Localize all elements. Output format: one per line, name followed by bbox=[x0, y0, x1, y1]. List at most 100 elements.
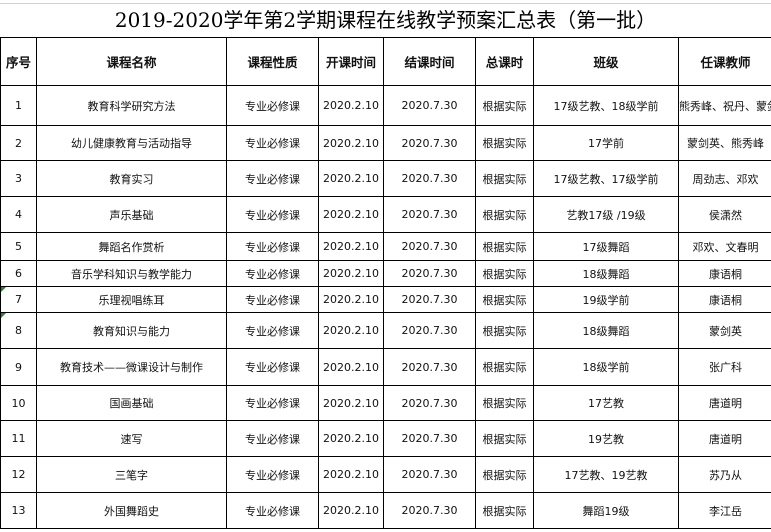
cell-class[interactable]: 艺教17级 /19级 bbox=[533, 196, 679, 233]
cell-teacher[interactable]: 周劲志、邓欢 bbox=[678, 160, 771, 197]
cell-course-name[interactable]: 国画基础 bbox=[36, 385, 227, 421]
cell-class[interactable]: 17级舞蹈 bbox=[533, 232, 679, 261]
cell-course-name[interactable]: 声乐基础 bbox=[36, 196, 227, 233]
header-total-hours[interactable]: 总课时 bbox=[475, 37, 534, 86]
cell-end-date[interactable]: 2020.7.30 bbox=[383, 160, 476, 197]
cell-start-date[interactable]: 2020.2.10 bbox=[318, 456, 384, 493]
cell-course-name[interactable]: 外国舞蹈史 bbox=[36, 492, 227, 529]
cell-course-type[interactable]: 专业必修课 bbox=[226, 160, 319, 197]
header-index[interactable]: 序号 bbox=[0, 37, 37, 86]
cell-class[interactable]: 17级艺教、17级学前 bbox=[533, 160, 679, 197]
cell-teacher[interactable]: 侯潇然 bbox=[678, 196, 771, 233]
cell-start-date[interactable]: 2020.2.10 bbox=[318, 492, 384, 529]
cell-class[interactable]: 17艺教 bbox=[533, 385, 679, 421]
cell-course-name[interactable]: 幼儿健康教育与活动指导 bbox=[36, 125, 227, 161]
cell-course-type[interactable]: 专业必修课 bbox=[226, 420, 319, 457]
cell-total-hours[interactable]: 根据实际 bbox=[475, 196, 534, 233]
cell-teacher[interactable]: 唐道明 bbox=[678, 385, 771, 421]
cell-teacher[interactable]: 邓欢、文春明 bbox=[678, 232, 771, 261]
cell-teacher[interactable]: 张广科 bbox=[678, 348, 771, 386]
cell-class[interactable]: 17艺教、19艺教 bbox=[533, 456, 679, 493]
cell-total-hours[interactable]: 根据实际 bbox=[475, 260, 534, 287]
cell-teacher[interactable]: 唐道明 bbox=[678, 420, 771, 457]
cell-class[interactable]: 18级舞蹈 bbox=[533, 260, 679, 287]
cell-course-name[interactable]: 音乐学科知识与教学能力 bbox=[36, 260, 227, 287]
cell-total-hours[interactable]: 根据实际 bbox=[475, 456, 534, 493]
cell-course-type[interactable]: 专业必修课 bbox=[226, 348, 319, 386]
cell-start-date[interactable]: 2020.2.10 bbox=[318, 160, 384, 197]
cell-total-hours[interactable]: 根据实际 bbox=[475, 312, 534, 349]
cell-class[interactable]: 17学前 bbox=[533, 125, 679, 161]
cell-class[interactable]: 17级艺教、18级学前 bbox=[533, 85, 679, 126]
cell-course-type[interactable]: 专业必修课 bbox=[226, 312, 319, 349]
cell-total-hours[interactable]: 根据实际 bbox=[475, 420, 534, 457]
cell-end-date[interactable]: 2020.7.30 bbox=[383, 385, 476, 421]
cell-total-hours[interactable]: 根据实际 bbox=[475, 286, 534, 313]
cell-start-date[interactable]: 2020.2.10 bbox=[318, 260, 384, 287]
cell-course-name[interactable]: 教育知识与能力 bbox=[36, 312, 227, 349]
cell-teacher[interactable]: 康语桐 bbox=[678, 260, 771, 287]
cell-start-date[interactable]: 2020.2.10 bbox=[318, 125, 384, 161]
cell-index[interactable]: 4 bbox=[0, 196, 37, 233]
cell-total-hours[interactable]: 根据实际 bbox=[475, 385, 534, 421]
cell-end-date[interactable]: 2020.7.30 bbox=[383, 286, 476, 313]
cell-class[interactable]: 18级学前 bbox=[533, 348, 679, 386]
cell-index[interactable]: 13 bbox=[0, 492, 37, 529]
cell-index[interactable]: 10 bbox=[0, 385, 37, 421]
cell-end-date[interactable]: 2020.7.30 bbox=[383, 312, 476, 349]
cell-end-date[interactable]: 2020.7.30 bbox=[383, 232, 476, 261]
cell-total-hours[interactable]: 根据实际 bbox=[475, 232, 534, 261]
cell-teacher[interactable]: 苏乃从 bbox=[678, 456, 771, 493]
cell-class[interactable]: 舞蹈19级 bbox=[533, 492, 679, 529]
cell-total-hours[interactable]: 根据实际 bbox=[475, 125, 534, 161]
cell-total-hours[interactable]: 根据实际 bbox=[475, 85, 534, 126]
cell-course-name[interactable]: 舞蹈名作赏析 bbox=[36, 232, 227, 261]
cell-index[interactable]: 9 bbox=[0, 348, 37, 386]
cell-index[interactable]: 6 bbox=[0, 260, 37, 287]
cell-course-name[interactable]: 速写 bbox=[36, 420, 227, 457]
cell-teacher[interactable]: 熊秀峰、祝丹、蒙剑英 bbox=[678, 85, 771, 126]
cell-start-date[interactable]: 2020.2.10 bbox=[318, 348, 384, 386]
cell-end-date[interactable]: 2020.7.30 bbox=[383, 125, 476, 161]
cell-index[interactable]: 11 bbox=[0, 420, 37, 457]
cell-total-hours[interactable]: 根据实际 bbox=[475, 160, 534, 197]
cell-teacher[interactable]: 蒙剑英 bbox=[678, 312, 771, 349]
cell-course-type[interactable]: 专业必修课 bbox=[226, 385, 319, 421]
cell-end-date[interactable]: 2020.7.30 bbox=[383, 196, 476, 233]
cell-index[interactable]: 12 bbox=[0, 456, 37, 493]
header-teacher[interactable]: 任课教师 bbox=[678, 37, 771, 86]
cell-start-date[interactable]: 2020.2.10 bbox=[318, 232, 384, 261]
cell-course-name[interactable]: 教育实习 bbox=[36, 160, 227, 197]
cell-end-date[interactable]: 2020.7.30 bbox=[383, 492, 476, 529]
cell-course-type[interactable]: 专业必修课 bbox=[226, 232, 319, 261]
cell-course-type[interactable]: 专业必修课 bbox=[226, 286, 319, 313]
cell-course-type[interactable]: 专业必修课 bbox=[226, 125, 319, 161]
cell-class[interactable]: 18级舞蹈 bbox=[533, 312, 679, 349]
cell-teacher[interactable]: 蒙剑英、熊秀峰 bbox=[678, 125, 771, 161]
header-class[interactable]: 班级 bbox=[533, 37, 679, 86]
cell-start-date[interactable]: 2020.2.10 bbox=[318, 196, 384, 233]
cell-index[interactable]: 2 bbox=[0, 125, 37, 161]
cell-start-date[interactable]: 2020.2.10 bbox=[318, 385, 384, 421]
cell-course-type[interactable]: 专业必修课 bbox=[226, 85, 319, 126]
cell-course-name[interactable]: 乐理视唱练耳 bbox=[36, 286, 227, 313]
header-end-date[interactable]: 结课时间 bbox=[383, 37, 476, 86]
cell-course-type[interactable]: 专业必修课 bbox=[226, 456, 319, 493]
header-start-date[interactable]: 开课时间 bbox=[318, 37, 384, 86]
cell-start-date[interactable]: 2020.2.10 bbox=[318, 312, 384, 349]
cell-end-date[interactable]: 2020.7.30 bbox=[383, 348, 476, 386]
cell-course-name[interactable]: 三笔字 bbox=[36, 456, 227, 493]
cell-course-type[interactable]: 专业必修课 bbox=[226, 492, 319, 529]
cell-end-date[interactable]: 2020.7.30 bbox=[383, 456, 476, 493]
cell-class[interactable]: 19艺教 bbox=[533, 420, 679, 457]
cell-index[interactable]: 1 bbox=[0, 85, 37, 126]
cell-total-hours[interactable]: 根据实际 bbox=[475, 492, 534, 529]
cell-start-date[interactable]: 2020.2.10 bbox=[318, 85, 384, 126]
cell-course-name[interactable]: 教育技术——微课设计与制作 bbox=[36, 348, 227, 386]
cell-index[interactable]: 5 bbox=[0, 232, 37, 261]
cell-course-type[interactable]: 专业必修课 bbox=[226, 196, 319, 233]
cell-teacher[interactable]: 康语桐 bbox=[678, 286, 771, 313]
header-course-type[interactable]: 课程性质 bbox=[226, 37, 319, 86]
cell-start-date[interactable]: 2020.2.10 bbox=[318, 420, 384, 457]
cell-index[interactable]: 3 bbox=[0, 160, 37, 197]
